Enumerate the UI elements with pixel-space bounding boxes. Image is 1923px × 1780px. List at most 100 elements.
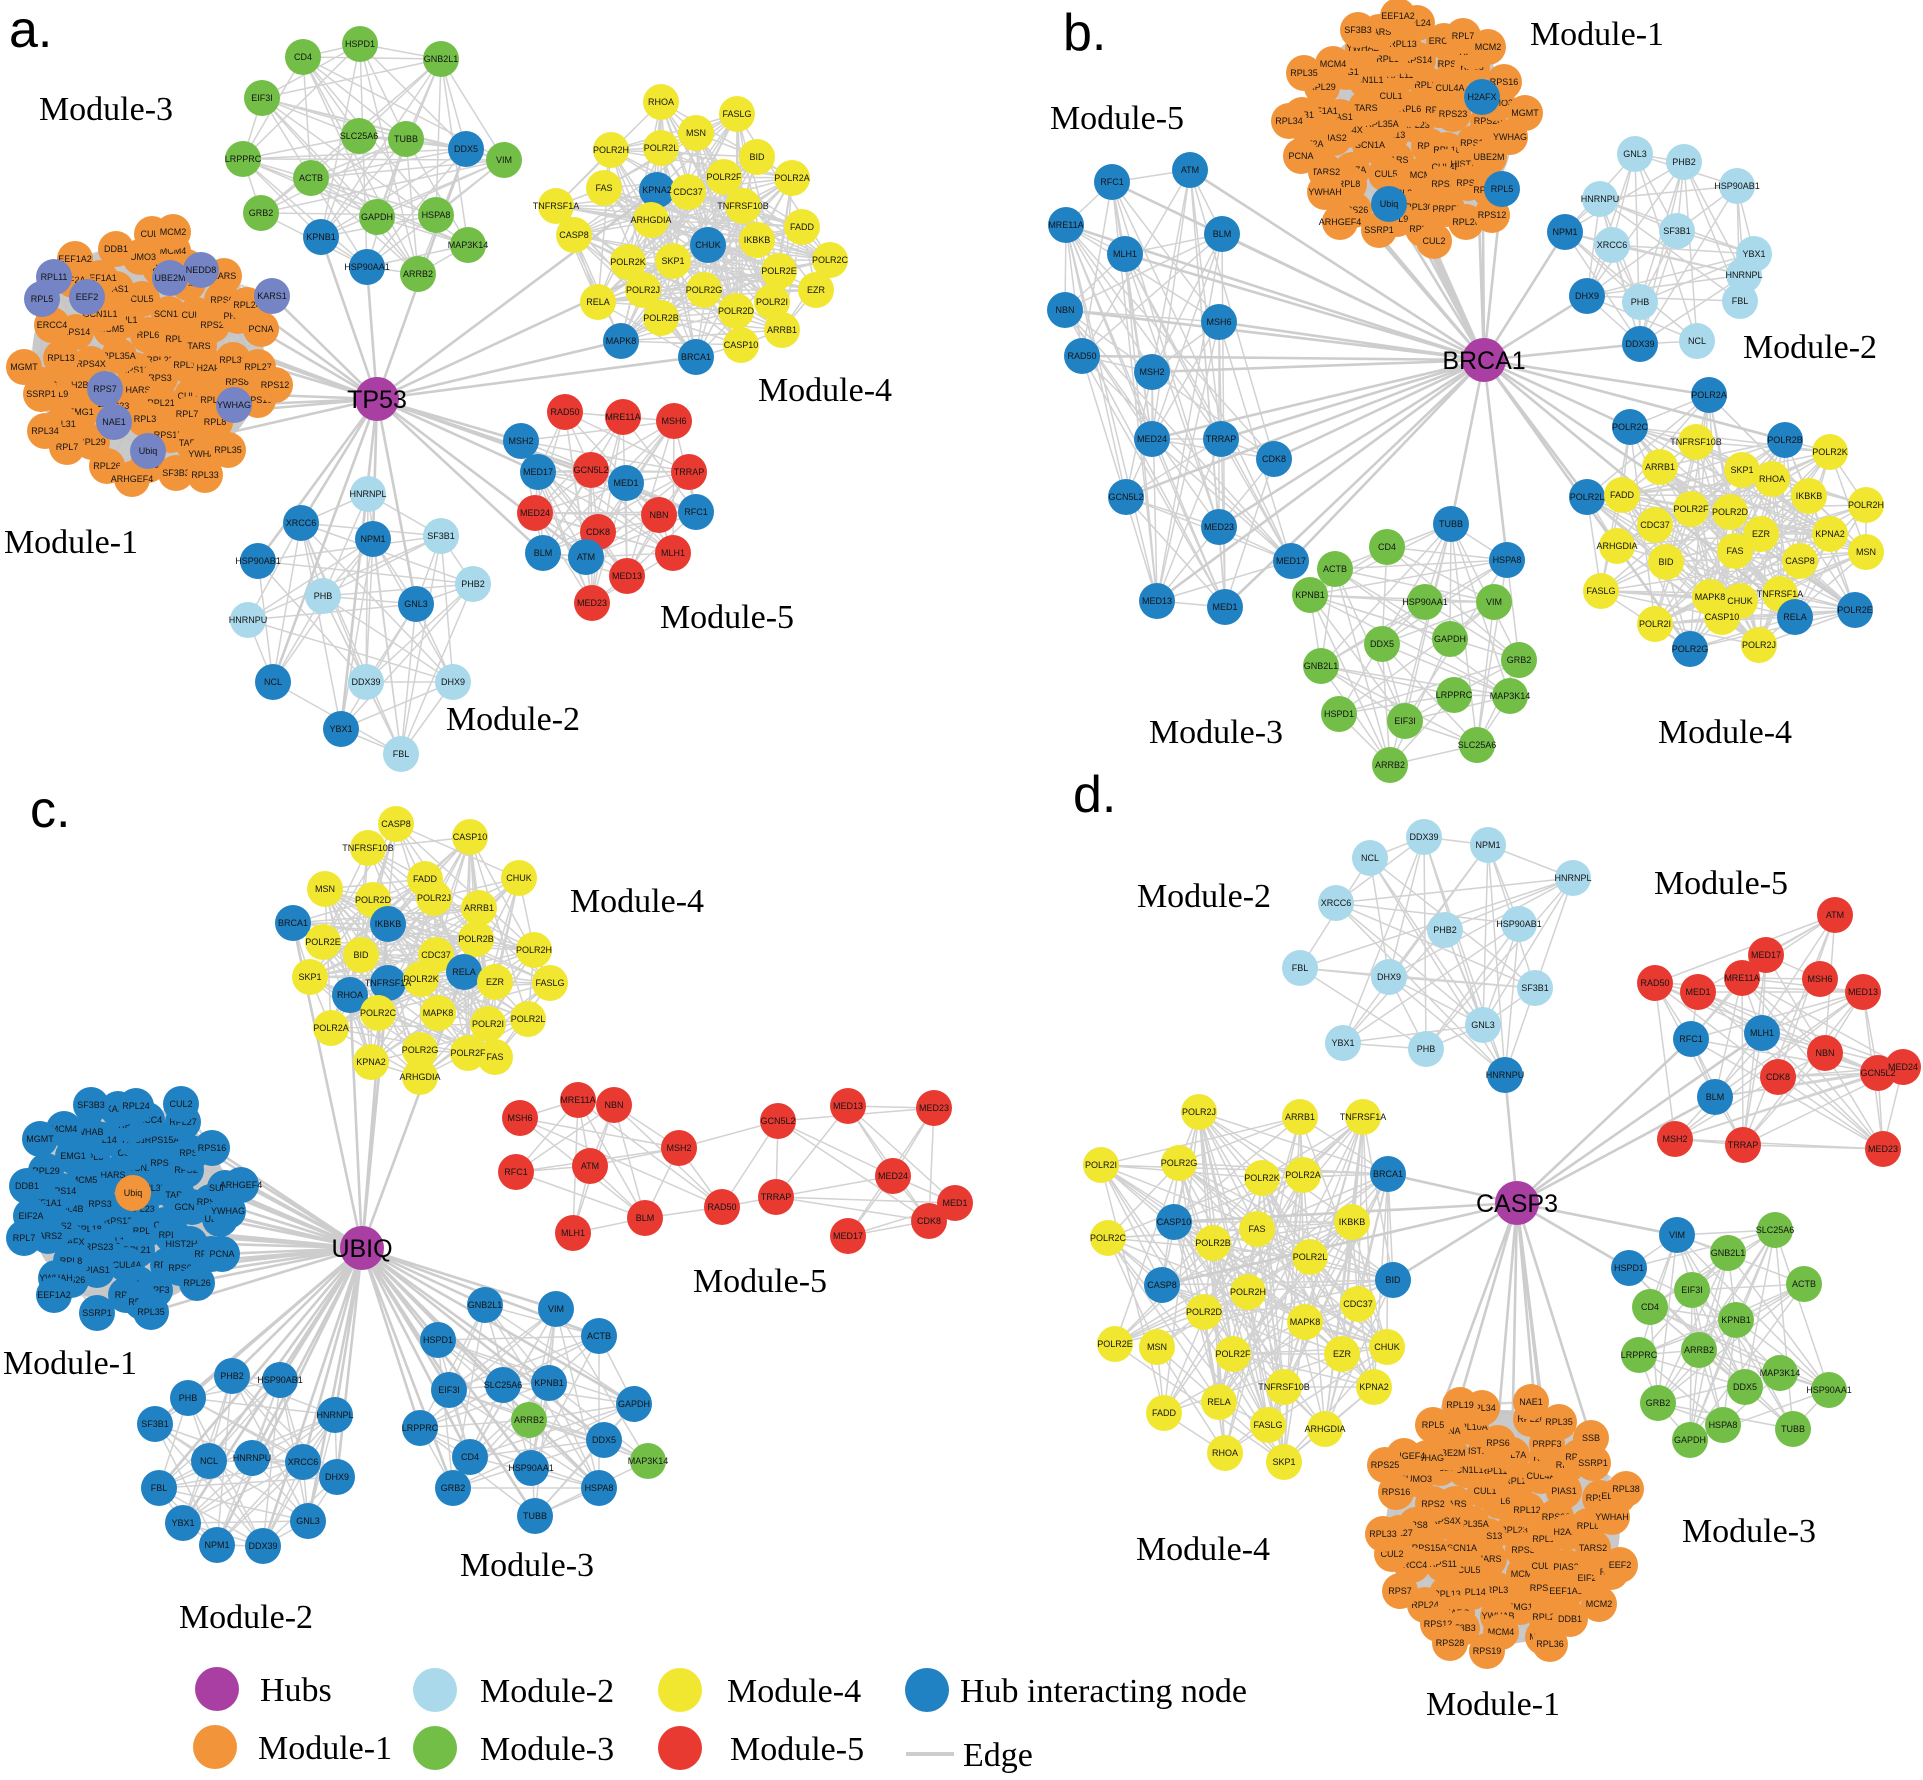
svg-text:MED13: MED13 (1848, 987, 1878, 997)
svg-text:EEF1A2: EEF1A2 (1381, 11, 1415, 21)
svg-text:NBN: NBN (649, 510, 668, 520)
svg-text:HSP90AA1: HSP90AA1 (1402, 597, 1448, 607)
svg-text:CDC37: CDC37 (673, 187, 703, 197)
svg-text:BRCA1: BRCA1 (681, 352, 711, 362)
svg-text:MSH2: MSH2 (1662, 1134, 1687, 1144)
svg-text:GNB2L1: GNB2L1 (1711, 1248, 1746, 1258)
svg-text:Module-5: Module-5 (1050, 100, 1184, 137)
svg-text:RPS7: RPS7 (1388, 1586, 1412, 1596)
svg-text:RHOA: RHOA (1759, 474, 1785, 484)
svg-text:DDX39: DDX39 (1409, 832, 1438, 842)
svg-text:PRPF3: PRPF3 (1532, 1439, 1561, 1449)
svg-text:EIF3I: EIF3I (251, 93, 273, 103)
svg-text:BRCA1: BRCA1 (1442, 347, 1525, 375)
svg-text:SSRP1: SSRP1 (1578, 1458, 1608, 1468)
svg-text:RPS3: RPS3 (148, 373, 172, 383)
svg-text:TUBB: TUBB (1781, 1424, 1805, 1434)
svg-text:HNRNPL: HNRNPL (349, 489, 386, 499)
svg-text:FADD: FADD (413, 874, 438, 884)
svg-text:MED1: MED1 (1685, 987, 1710, 997)
svg-text:XRCC6: XRCC6 (286, 518, 317, 528)
svg-text:POLR2A: POLR2A (1691, 390, 1727, 400)
svg-text:MCM5: MCM5 (1511, 1569, 1538, 1579)
svg-text:Ubiq: Ubiq (139, 446, 158, 456)
svg-text:POLR2L: POLR2L (511, 1014, 546, 1024)
svg-text:FASLG: FASLG (1253, 1420, 1282, 1430)
svg-text:GCN5L2: GCN5L2 (760, 1116, 795, 1126)
svg-text:GAPDH: GAPDH (618, 1399, 650, 1409)
svg-text:FBL: FBL (1292, 963, 1309, 973)
svg-text:ARHGDIA: ARHGDIA (630, 215, 671, 225)
svg-text:MSH6: MSH6 (661, 416, 686, 426)
svg-text:RPS2: RPS2 (200, 320, 224, 330)
svg-text:CDC37: CDC37 (421, 950, 451, 960)
svg-text:RPL30: RPL30 (219, 355, 247, 365)
svg-text:Module-5: Module-5 (693, 1263, 827, 1300)
svg-text:TARS2: TARS2 (1579, 1543, 1607, 1553)
svg-text:Module-5: Module-5 (660, 599, 794, 636)
svg-text:NPM1: NPM1 (1475, 840, 1500, 850)
svg-text:ATM: ATM (581, 1161, 599, 1171)
svg-text:RPL24: RPL24 (1411, 1600, 1439, 1610)
svg-text:YWHAG: YWHAG (1493, 132, 1527, 142)
svg-text:CUL5: CUL5 (1374, 169, 1397, 179)
svg-text:MLH1: MLH1 (561, 1228, 585, 1238)
svg-text:TRRAP: TRRAP (1206, 434, 1237, 444)
svg-text:RPS7: RPS7 (93, 384, 117, 394)
svg-text:RPL29: RPL29 (1532, 1612, 1560, 1622)
svg-text:ATM: ATM (1826, 910, 1844, 920)
svg-text:NPM1: NPM1 (1552, 227, 1577, 237)
svg-text:KPNA2: KPNA2 (1815, 529, 1845, 539)
svg-text:TARS2: TARS2 (34, 1231, 62, 1241)
svg-text:MED23: MED23 (919, 1103, 949, 1113)
svg-text:GCN5L2: GCN5L2 (1860, 1068, 1895, 1078)
svg-text:RPS12: RPS12 (1478, 210, 1507, 220)
svg-text:SLC25A6: SLC25A6 (484, 1380, 523, 1390)
svg-text:ARRB1: ARRB1 (1645, 462, 1675, 472)
svg-text:POLR2F: POLR2F (1673, 504, 1709, 514)
svg-text:RPS20: RPS20 (197, 1197, 226, 1207)
svg-text:ARRB2: ARRB2 (514, 1415, 544, 1425)
svg-text:PHB2: PHB2 (1433, 925, 1457, 935)
svg-text:POLR2K: POLR2K (1812, 447, 1848, 457)
svg-text:MED13: MED13 (833, 1101, 863, 1111)
svg-text:HNRNPL: HNRNPL (1554, 873, 1591, 883)
svg-text:RPL35: RPL35 (137, 1307, 165, 1317)
svg-text:RPS23: RPS23 (85, 1242, 114, 1252)
svg-text:MED24: MED24 (520, 508, 550, 518)
svg-text:TNFRSF10B: TNFRSF10B (1258, 1382, 1310, 1392)
svg-text:MSN: MSN (1147, 1342, 1167, 1352)
svg-text:CD4: CD4 (461, 1452, 479, 1462)
svg-text:ERCC4: ERCC4 (1429, 36, 1460, 46)
svg-text:RPS2: RPS2 (1431, 179, 1455, 189)
svg-text:RPL38: RPL38 (1612, 1484, 1640, 1494)
svg-text:POLR2H: POLR2H (1230, 1287, 1266, 1297)
svg-text:Hub interacting node: Hub interacting node (960, 1673, 1247, 1710)
svg-text:KPNB1: KPNB1 (1295, 590, 1325, 600)
svg-text:TNFRSF10B: TNFRSF10B (342, 843, 394, 853)
svg-text:MSN: MSN (1856, 547, 1876, 557)
svg-text:YWHAH: YWHAH (1595, 1512, 1629, 1522)
svg-text:RPS14: RPS14 (62, 327, 91, 337)
svg-text:POLR2D: POLR2D (1712, 507, 1749, 517)
svg-text:RPL34: RPL34 (31, 426, 59, 436)
svg-text:NCL: NCL (1688, 336, 1706, 346)
svg-text:RPS15A: RPS15A (145, 1135, 180, 1145)
svg-text:LRPPRC: LRPPRC (1436, 690, 1473, 700)
svg-text:HNRNPU: HNRNPU (1486, 1070, 1525, 1080)
svg-text:RPL27: RPL27 (169, 1117, 197, 1127)
svg-text:HSPA8: HSPA8 (422, 210, 451, 220)
svg-text:POLR2K: POLR2K (610, 257, 646, 267)
svg-text:PRPF3: PRPF3 (1432, 204, 1461, 214)
svg-text:ARRB1: ARRB1 (767, 325, 797, 335)
svg-text:DDX5: DDX5 (1733, 1382, 1757, 1392)
svg-text:Module-3: Module-3 (39, 91, 173, 128)
svg-text:Ubiq: Ubiq (1380, 199, 1399, 209)
svg-text:HSP90AB1: HSP90AB1 (1714, 181, 1760, 191)
svg-text:SF3B3: SF3B3 (1344, 25, 1372, 35)
svg-text:RPS3: RPS3 (88, 1199, 112, 1209)
svg-text:RPL5: RPL5 (1422, 1420, 1445, 1430)
svg-text:RPS6: RPS6 (1456, 178, 1480, 188)
svg-text:DDX5: DDX5 (592, 1435, 616, 1445)
svg-text:TARS: TARS (187, 341, 210, 351)
